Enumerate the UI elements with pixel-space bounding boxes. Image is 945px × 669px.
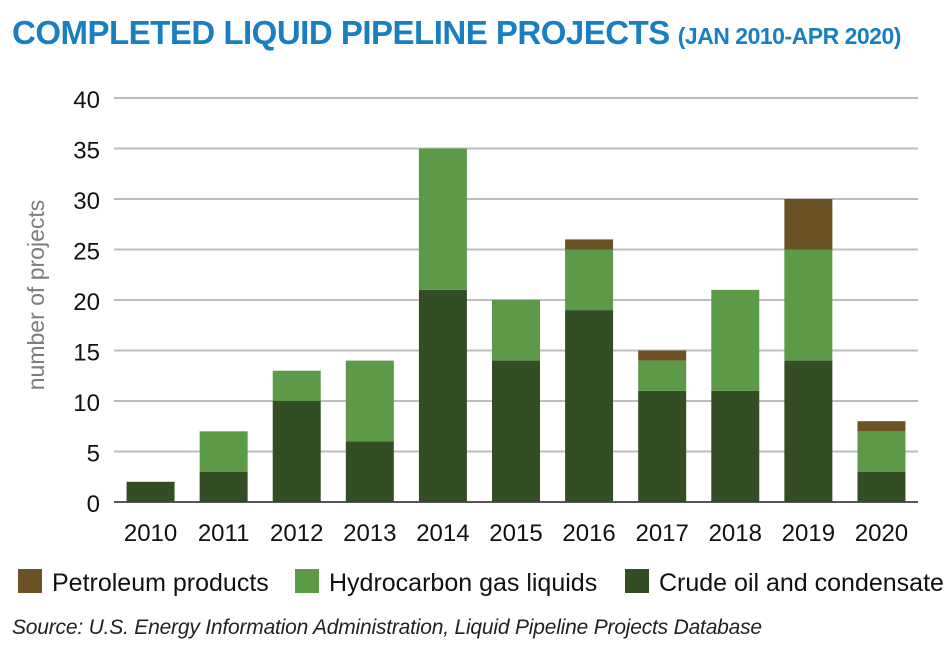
y-tick-35: 35 xyxy=(73,138,100,165)
x-tick-2017: 2017 xyxy=(635,520,688,547)
legend-label-hydrocarbon-gas-liquids: Hydrocarbon gas liquids xyxy=(329,569,597,597)
y-axis-label: number of projects xyxy=(23,200,49,390)
chart-title-block: COMPLETED LIQUID PIPELINE PROJECTS (JAN 2… xyxy=(12,14,901,52)
y-tick-labels: 0 5 10 15 20 25 30 35 40 xyxy=(73,87,100,518)
bar-2011-crude-oil-and-condensate xyxy=(199,471,248,502)
bar-2012-hydrocarbon-gas-liquids xyxy=(272,370,321,401)
x-tick-2014: 2014 xyxy=(416,520,469,547)
bar-2015-crude-oil-and-condensate xyxy=(492,360,540,502)
x-tick-2012: 2012 xyxy=(270,520,323,547)
legend-label-petroleum-products: Petroleum products xyxy=(52,569,269,597)
source-note: Source: U.S. Energy Information Administ… xyxy=(12,616,762,639)
legend-swatch-hydrocarbon-gas-liquids xyxy=(295,569,319,593)
y-tick-40: 40 xyxy=(73,87,100,114)
y-tick-0: 0 xyxy=(87,491,100,518)
y-tick-25: 25 xyxy=(73,239,100,266)
bar-2017-crude-oil-and-condensate xyxy=(638,390,687,502)
bar-2019-petroleum-products xyxy=(784,199,833,250)
bar-2010-crude-oil-and-condensate xyxy=(126,481,175,502)
y-tick-15: 15 xyxy=(73,340,100,367)
bar-2018-hydrocarbon-gas-liquids xyxy=(711,289,760,391)
chart-subtitle: (JAN 2010-APR 2020) xyxy=(677,23,902,49)
x-tick-2011: 2011 xyxy=(198,520,250,547)
y-tick-20: 20 xyxy=(73,289,100,316)
bar-2020-petroleum-products xyxy=(857,421,906,432)
x-tick-2019: 2019 xyxy=(782,520,835,547)
x-tick-2016: 2016 xyxy=(562,520,615,547)
bar-2014-hydrocarbon-gas-liquids xyxy=(418,148,467,290)
y-tick-10: 10 xyxy=(73,390,100,417)
bars xyxy=(126,148,906,502)
bar-2020-crude-oil-and-condensate xyxy=(857,471,906,502)
x-tick-labels: 2010 2011 2012 2013 2014 2015 2016 2017 2018 2019… xyxy=(124,520,908,547)
bar-2012-crude-oil-and-condensate xyxy=(272,401,321,502)
bar-2016-crude-oil-and-condensate xyxy=(565,310,614,502)
y-tick-30: 30 xyxy=(73,188,100,215)
x-tick-2015: 2015 xyxy=(489,520,542,547)
bar-2016-hydrocarbon-gas-liquids xyxy=(565,249,614,311)
x-tick-2013: 2013 xyxy=(343,520,396,547)
legend-label-crude-oil-and-condensate: Crude oil and condensate xyxy=(659,569,944,597)
x-tick-2020: 2020 xyxy=(855,520,908,547)
legend-swatch-petroleum-products xyxy=(18,569,42,593)
bar-2017-hydrocarbon-gas-liquids xyxy=(638,360,687,391)
chart-title: COMPLETED LIQUID PIPELINE PROJECTS xyxy=(12,14,670,51)
x-tick-2010: 2010 xyxy=(124,520,177,547)
bar-2019-hydrocarbon-gas-liquids xyxy=(784,249,833,361)
x-tick-2018: 2018 xyxy=(709,520,762,547)
bar-2020-hydrocarbon-gas-liquids xyxy=(857,431,906,472)
bar-2017-petroleum-products xyxy=(638,350,687,361)
bar-2014-crude-oil-and-condensate xyxy=(418,289,467,502)
bar-2011-hydrocarbon-gas-liquids xyxy=(199,431,248,472)
bar-2013-crude-oil-and-condensate xyxy=(345,441,394,502)
legend-swatch-crude-oil-and-condensate xyxy=(625,569,649,593)
bar-2019-crude-oil-and-condensate xyxy=(784,360,833,502)
y-tick-5: 5 xyxy=(87,441,100,468)
bar-2016-petroleum-products xyxy=(565,239,614,250)
bar-2015-hydrocarbon-gas-liquids xyxy=(492,300,540,361)
bar-2013-hydrocarbon-gas-liquids xyxy=(345,360,394,442)
bar-2018-crude-oil-and-condensate xyxy=(711,390,760,502)
legend: Petroleum products Hydrocarbon gas liquid… xyxy=(18,569,944,597)
